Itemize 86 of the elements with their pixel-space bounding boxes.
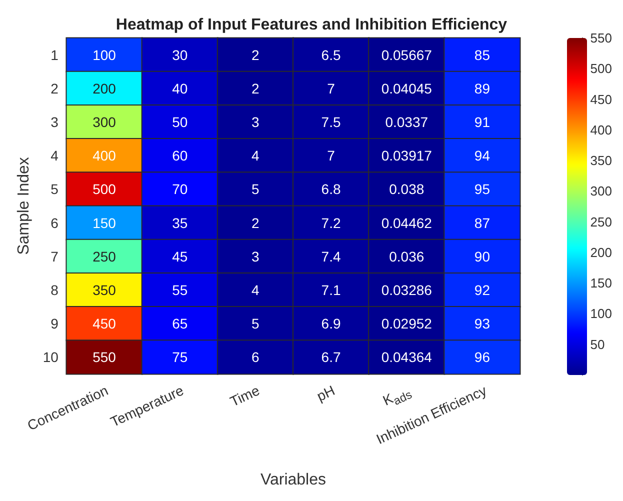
data-label: 7.1 [321, 282, 341, 298]
data-label: 6.8 [321, 181, 341, 198]
x-tick-label: Time [227, 382, 262, 410]
data-label: 0.04045 [381, 80, 432, 96]
color-bar-label: 150 [590, 276, 612, 291]
chart-title: Heatmap of Input Features and Inhibition Efficiency [116, 16, 508, 34]
data-label: 0.02952 [381, 316, 432, 332]
data-label: 150 [92, 214, 116, 231]
data-label: 500 [92, 181, 116, 198]
data-label: 30 [172, 46, 188, 63]
data-label: 87 [474, 214, 490, 231]
data-label: 3 [252, 114, 260, 130]
color-bar-label: 200 [590, 244, 612, 260]
y-tick-label: 5 [50, 181, 59, 198]
y-tick-label: 3 [50, 114, 59, 130]
x-axis-title: Variables [260, 472, 326, 488]
data-label: 0.036 [389, 248, 424, 264]
data-label: 450 [92, 316, 116, 332]
data-label: 7 [327, 80, 336, 96]
data-label: 95 [474, 181, 490, 198]
data-label: 4 [252, 148, 260, 164]
color-bar-label: 100 [590, 306, 612, 322]
data-label: 2 [252, 214, 260, 231]
data-label: 40 [172, 80, 188, 96]
data-label: 93 [474, 316, 490, 332]
data-label: 3 [252, 248, 260, 264]
data-label: 0.038 [389, 181, 424, 198]
data-label: 0.04462 [381, 214, 432, 231]
y-tick-label: 7 [50, 248, 59, 264]
data-label: 6.5 [321, 46, 341, 63]
data-label: 400 [92, 148, 116, 164]
color-bar-label: 50 [590, 336, 605, 352]
color-bar-label: 300 [590, 184, 612, 199]
data-label: 5 [252, 181, 260, 198]
color-bar-label: 400 [590, 122, 612, 138]
data-label: 2 [252, 46, 260, 63]
data-label: 100 [92, 46, 116, 63]
data-label: 70 [172, 181, 188, 198]
data-label: 7 [327, 148, 336, 164]
y-tick-label: 1 [50, 46, 59, 63]
data-label: 0.0337 [385, 114, 428, 130]
y-tick-label: 6 [50, 214, 59, 231]
data-label: 94 [474, 148, 490, 164]
data-label: 0.03917 [381, 148, 432, 164]
data-label: 91 [474, 114, 490, 130]
data-label: 2 [252, 80, 260, 96]
data-label: 6.9 [321, 316, 341, 332]
color-bar-label: 450 [590, 92, 612, 107]
data-label: 92 [474, 282, 490, 298]
data-label: 5 [252, 316, 260, 332]
data-label: 6 [252, 349, 260, 366]
data-label: 45 [172, 248, 188, 264]
data-label: 200 [92, 80, 116, 96]
color-bar-label: 550 [590, 30, 612, 46]
data-label: 6.7 [321, 349, 341, 366]
data-label: 7.5 [321, 114, 341, 130]
data-label: 50 [172, 114, 188, 130]
data-label: 7.4 [321, 248, 341, 264]
data-label: 300 [92, 114, 116, 130]
y-tick-label: 2 [50, 80, 59, 96]
data-label: 250 [92, 248, 116, 264]
y-tick-label: 4 [50, 148, 59, 164]
x-tick-label: pH [314, 382, 338, 404]
data-label: 55 [172, 282, 188, 298]
color-bar-label: 350 [590, 153, 612, 168]
data-label: 90 [474, 248, 490, 264]
data-label: 89 [474, 80, 490, 96]
data-label: 96 [474, 349, 490, 366]
y-tick-label: 9 [50, 316, 59, 332]
data-label: 4 [252, 282, 260, 298]
data-label: 65 [172, 316, 188, 332]
data-label: 550 [92, 349, 116, 366]
data-label: 75 [172, 349, 188, 366]
data-label: 60 [172, 148, 188, 164]
y-tick-label: 8 [50, 282, 59, 298]
data-label: 0.04364 [381, 349, 432, 366]
color-bar-label: 250 [590, 214, 612, 230]
data-label: 85 [474, 46, 490, 63]
data-label: 35 [172, 214, 188, 231]
y-axis-title: Sample Index [16, 157, 32, 255]
data-label: 350 [92, 282, 116, 298]
y-tick-label: 10 [42, 349, 59, 366]
color-bar-label: 500 [590, 61, 612, 76]
data-label: 0.05667 [381, 46, 432, 63]
data-label: 0.03286 [381, 282, 432, 298]
data-label: 7.2 [321, 214, 341, 231]
